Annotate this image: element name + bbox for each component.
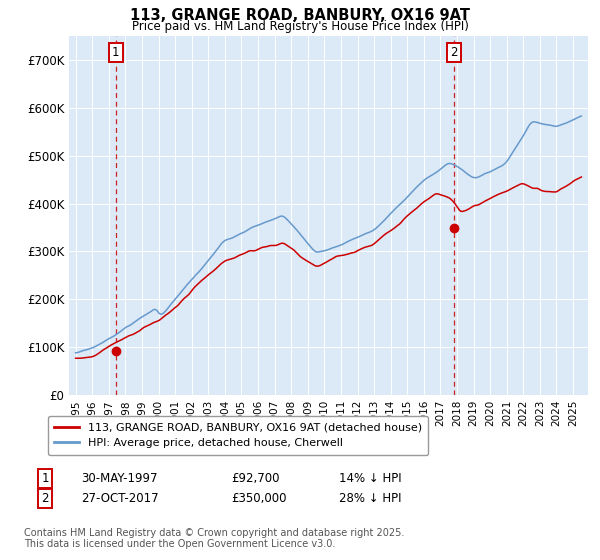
Text: 2: 2 bbox=[41, 492, 49, 505]
Text: 2: 2 bbox=[451, 46, 458, 59]
Text: 1: 1 bbox=[112, 46, 119, 59]
Text: 113, GRANGE ROAD, BANBURY, OX16 9AT: 113, GRANGE ROAD, BANBURY, OX16 9AT bbox=[130, 8, 470, 24]
Legend: 113, GRANGE ROAD, BANBURY, OX16 9AT (detached house), HPI: Average price, detach: 113, GRANGE ROAD, BANBURY, OX16 9AT (det… bbox=[47, 416, 428, 455]
Text: 28% ↓ HPI: 28% ↓ HPI bbox=[339, 492, 401, 505]
Text: £92,700: £92,700 bbox=[231, 472, 280, 486]
Text: Price paid vs. HM Land Registry's House Price Index (HPI): Price paid vs. HM Land Registry's House … bbox=[131, 20, 469, 32]
Text: 27-OCT-2017: 27-OCT-2017 bbox=[81, 492, 158, 505]
Text: £350,000: £350,000 bbox=[231, 492, 287, 505]
Text: 14% ↓ HPI: 14% ↓ HPI bbox=[339, 472, 401, 486]
Text: 1: 1 bbox=[41, 472, 49, 486]
Text: 30-MAY-1997: 30-MAY-1997 bbox=[81, 472, 157, 486]
Text: Contains HM Land Registry data © Crown copyright and database right 2025.
This d: Contains HM Land Registry data © Crown c… bbox=[24, 528, 404, 549]
